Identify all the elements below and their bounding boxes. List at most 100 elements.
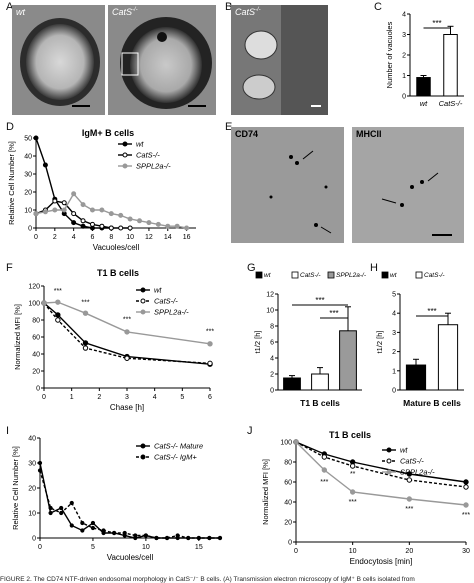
data-point [146,220,152,226]
x-tick-label: 4 [153,394,157,401]
data-point [174,223,180,229]
x-tick-label: 10 [126,234,134,241]
x-tick-label: 12 [145,234,153,241]
legend-label: wt [154,286,162,295]
legend-label: wt [390,272,398,279]
y-tick-label: 0 [28,226,32,233]
chart-f: 0 20 40 60 80 100 120 0 1 2 3 4 5 6 Chase [h] Normalize… [13,268,214,412]
legend-marker [140,298,146,304]
data-point [108,225,114,231]
x-axis-label: Endocytosis [min] [350,557,413,566]
data-point [217,535,223,541]
y-tick-label: 50 [24,136,32,143]
series-line [39,462,220,539]
data-point [124,355,130,361]
chart-title: T1 B cells [300,398,340,408]
significance-label: *** [349,499,357,506]
data-point [406,471,413,477]
data-point [80,520,85,526]
data-point [80,202,86,208]
legend-label: SPPL2a-/- [154,308,189,317]
y-axis-label: Normalized MFI [%] [261,459,270,525]
y-tick-label: 0 [32,536,36,543]
mhcii-stain-image [381,172,452,236]
legend-marker [122,163,128,169]
significance-label: *** [329,309,338,318]
data-point [463,479,469,485]
data-point [90,525,96,531]
panel-letter-e: E [225,121,233,133]
mhcii-label: MHCII [356,129,382,139]
bar [283,377,301,391]
y-tick-label: 12 [266,292,274,299]
data-point [71,191,77,197]
chart-title: Mature B cells [403,398,461,408]
legend-label: SPPL2a-/- [336,272,367,279]
data-point [59,505,64,511]
legend-swatch [415,271,423,279]
cd74-stain-image [269,150,332,234]
significance-label: *** [54,288,62,295]
panel-letter-f: F [6,262,13,274]
x-tick-label: 10 [349,548,357,555]
legend-label: CatS-/- Mature [154,442,203,451]
legend-marker [140,454,146,460]
data-point [33,211,39,217]
data-point [82,340,89,346]
legend-label: wt [400,446,408,455]
data-point [80,528,85,533]
significance-label: *** [405,506,413,513]
legend-marker [140,309,146,315]
y-axis-label: Number of vacuoles [385,21,394,88]
micrograph-a-cats: CatS-/- [108,5,216,115]
data-point [82,345,89,351]
cell-image-cats [120,17,212,109]
data-point [406,496,413,502]
genotype-label-wt: wt [16,7,25,17]
y-tick-label: 40 [32,352,40,359]
y-tick-label: 0 [402,94,406,101]
y-axis-label: Relative Cell Number [%] [7,141,16,225]
data-point [133,533,138,538]
data-point [59,510,64,516]
bar [339,330,357,391]
y-tick-label: 2 [402,53,406,60]
data-point [155,221,161,227]
bar [443,34,458,97]
significance-label: *** [123,317,131,324]
significance-label: *** [432,19,441,28]
data-point [82,310,89,316]
y-tick-label: 2 [270,372,274,379]
y-tick-label: 0 [270,388,274,395]
data-point [55,317,61,323]
significance-label: *** [81,300,89,307]
data-point [42,209,48,215]
micrograph-a-wt: wt [12,5,105,115]
chart-i: 0 10 20 30 40 0 5 10 15 Vacuoles/cell Relative Cel… [11,436,223,562]
data-point [124,329,130,335]
data-point [122,530,127,536]
data-point [55,299,61,305]
data-point [33,135,39,141]
legend-label: CatS-/- [400,457,424,466]
chart-title: IgM+ B cells [82,128,134,138]
x-axis-label: Chase [h] [110,403,144,412]
y-tick-label: 4 [402,12,406,19]
y-tick-label: 80 [32,318,40,325]
category-label: CatS-/- [439,99,463,108]
data-point [89,221,95,227]
y-tick-label: 20 [24,190,32,197]
category-label: wt [420,99,428,108]
y-tick-label: 0 [36,386,40,393]
panel-letter-c: C [374,1,382,13]
x-tick-label: 1 [70,394,74,401]
chart-h: 0 1 2 3 4 5 t1/2 [h] Mature B cells wt CatS-/- *** [375,271,464,408]
y-tick-label: 60 [284,480,292,487]
y-tick-label: 8 [270,324,274,331]
y-tick-label: 100 [28,301,40,308]
data-point [101,528,106,533]
series-line [295,441,467,483]
y-axis-label: Normalized MFI [%] [13,304,22,370]
data-point [52,198,58,204]
data-point [321,467,328,473]
